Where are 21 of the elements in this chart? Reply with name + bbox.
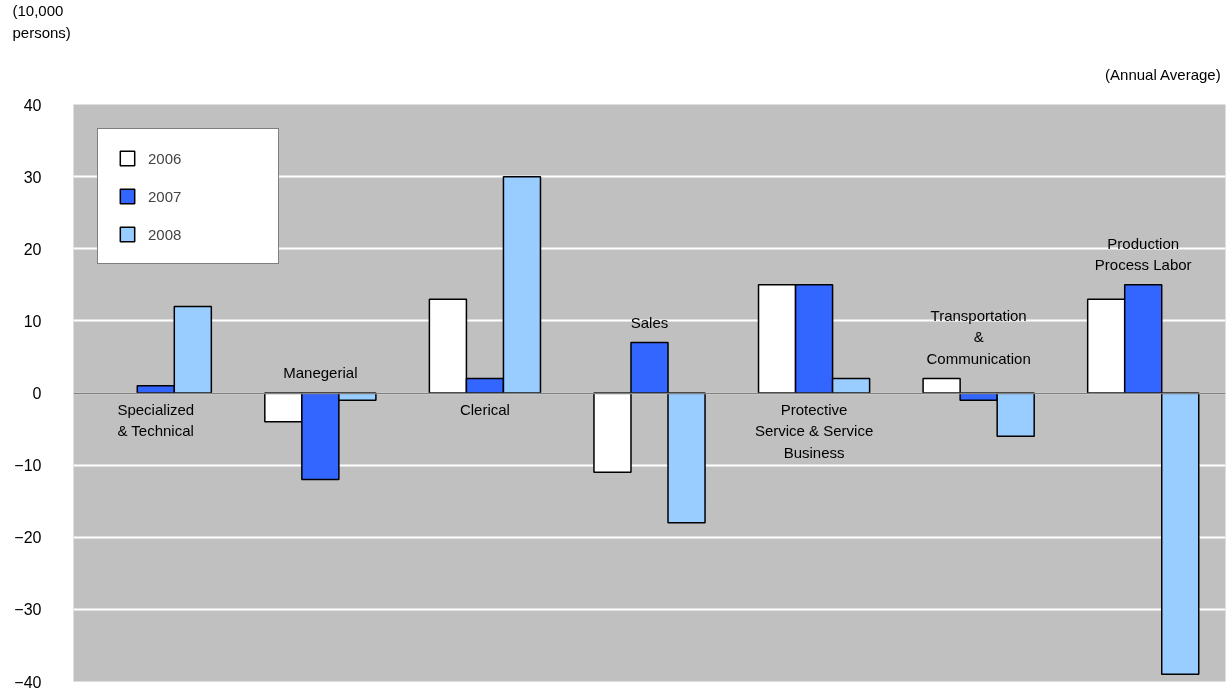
y-tick-label: −20 [14, 529, 42, 547]
y-tick-label: 30 [23, 168, 42, 186]
y-tick-label: 20 [23, 240, 42, 258]
x-tick-label: Transportation & Communication [926, 307, 1031, 367]
x-tick-label: Specialized & Technical [117, 401, 195, 440]
legend-label: 2007 [148, 187, 183, 205]
text: (Annual Average) [1105, 65, 1221, 83]
y-tick-label: 0 [32, 385, 42, 402]
y-tick-label: −40 [14, 673, 42, 689]
y-tick-label: −30 [14, 601, 42, 619]
y-axis-title: (10,000 persons) [12, 2, 71, 42]
x-tick-label: Protective Service & Service Business [754, 401, 874, 461]
x-tick-label: Production Process Labor [1094, 234, 1192, 273]
x-tick-label: Sales [630, 313, 669, 331]
y-tick-label: −10 [14, 457, 42, 475]
x-tick-label: Clerical [459, 401, 510, 418]
y-tick-label: 40 [23, 96, 42, 114]
legend-label: 2006 [148, 149, 183, 167]
legend-label: 2008 [148, 225, 183, 243]
y-tick-label: 10 [23, 312, 42, 330]
x-tick-label: Manegerial [283, 364, 358, 381]
